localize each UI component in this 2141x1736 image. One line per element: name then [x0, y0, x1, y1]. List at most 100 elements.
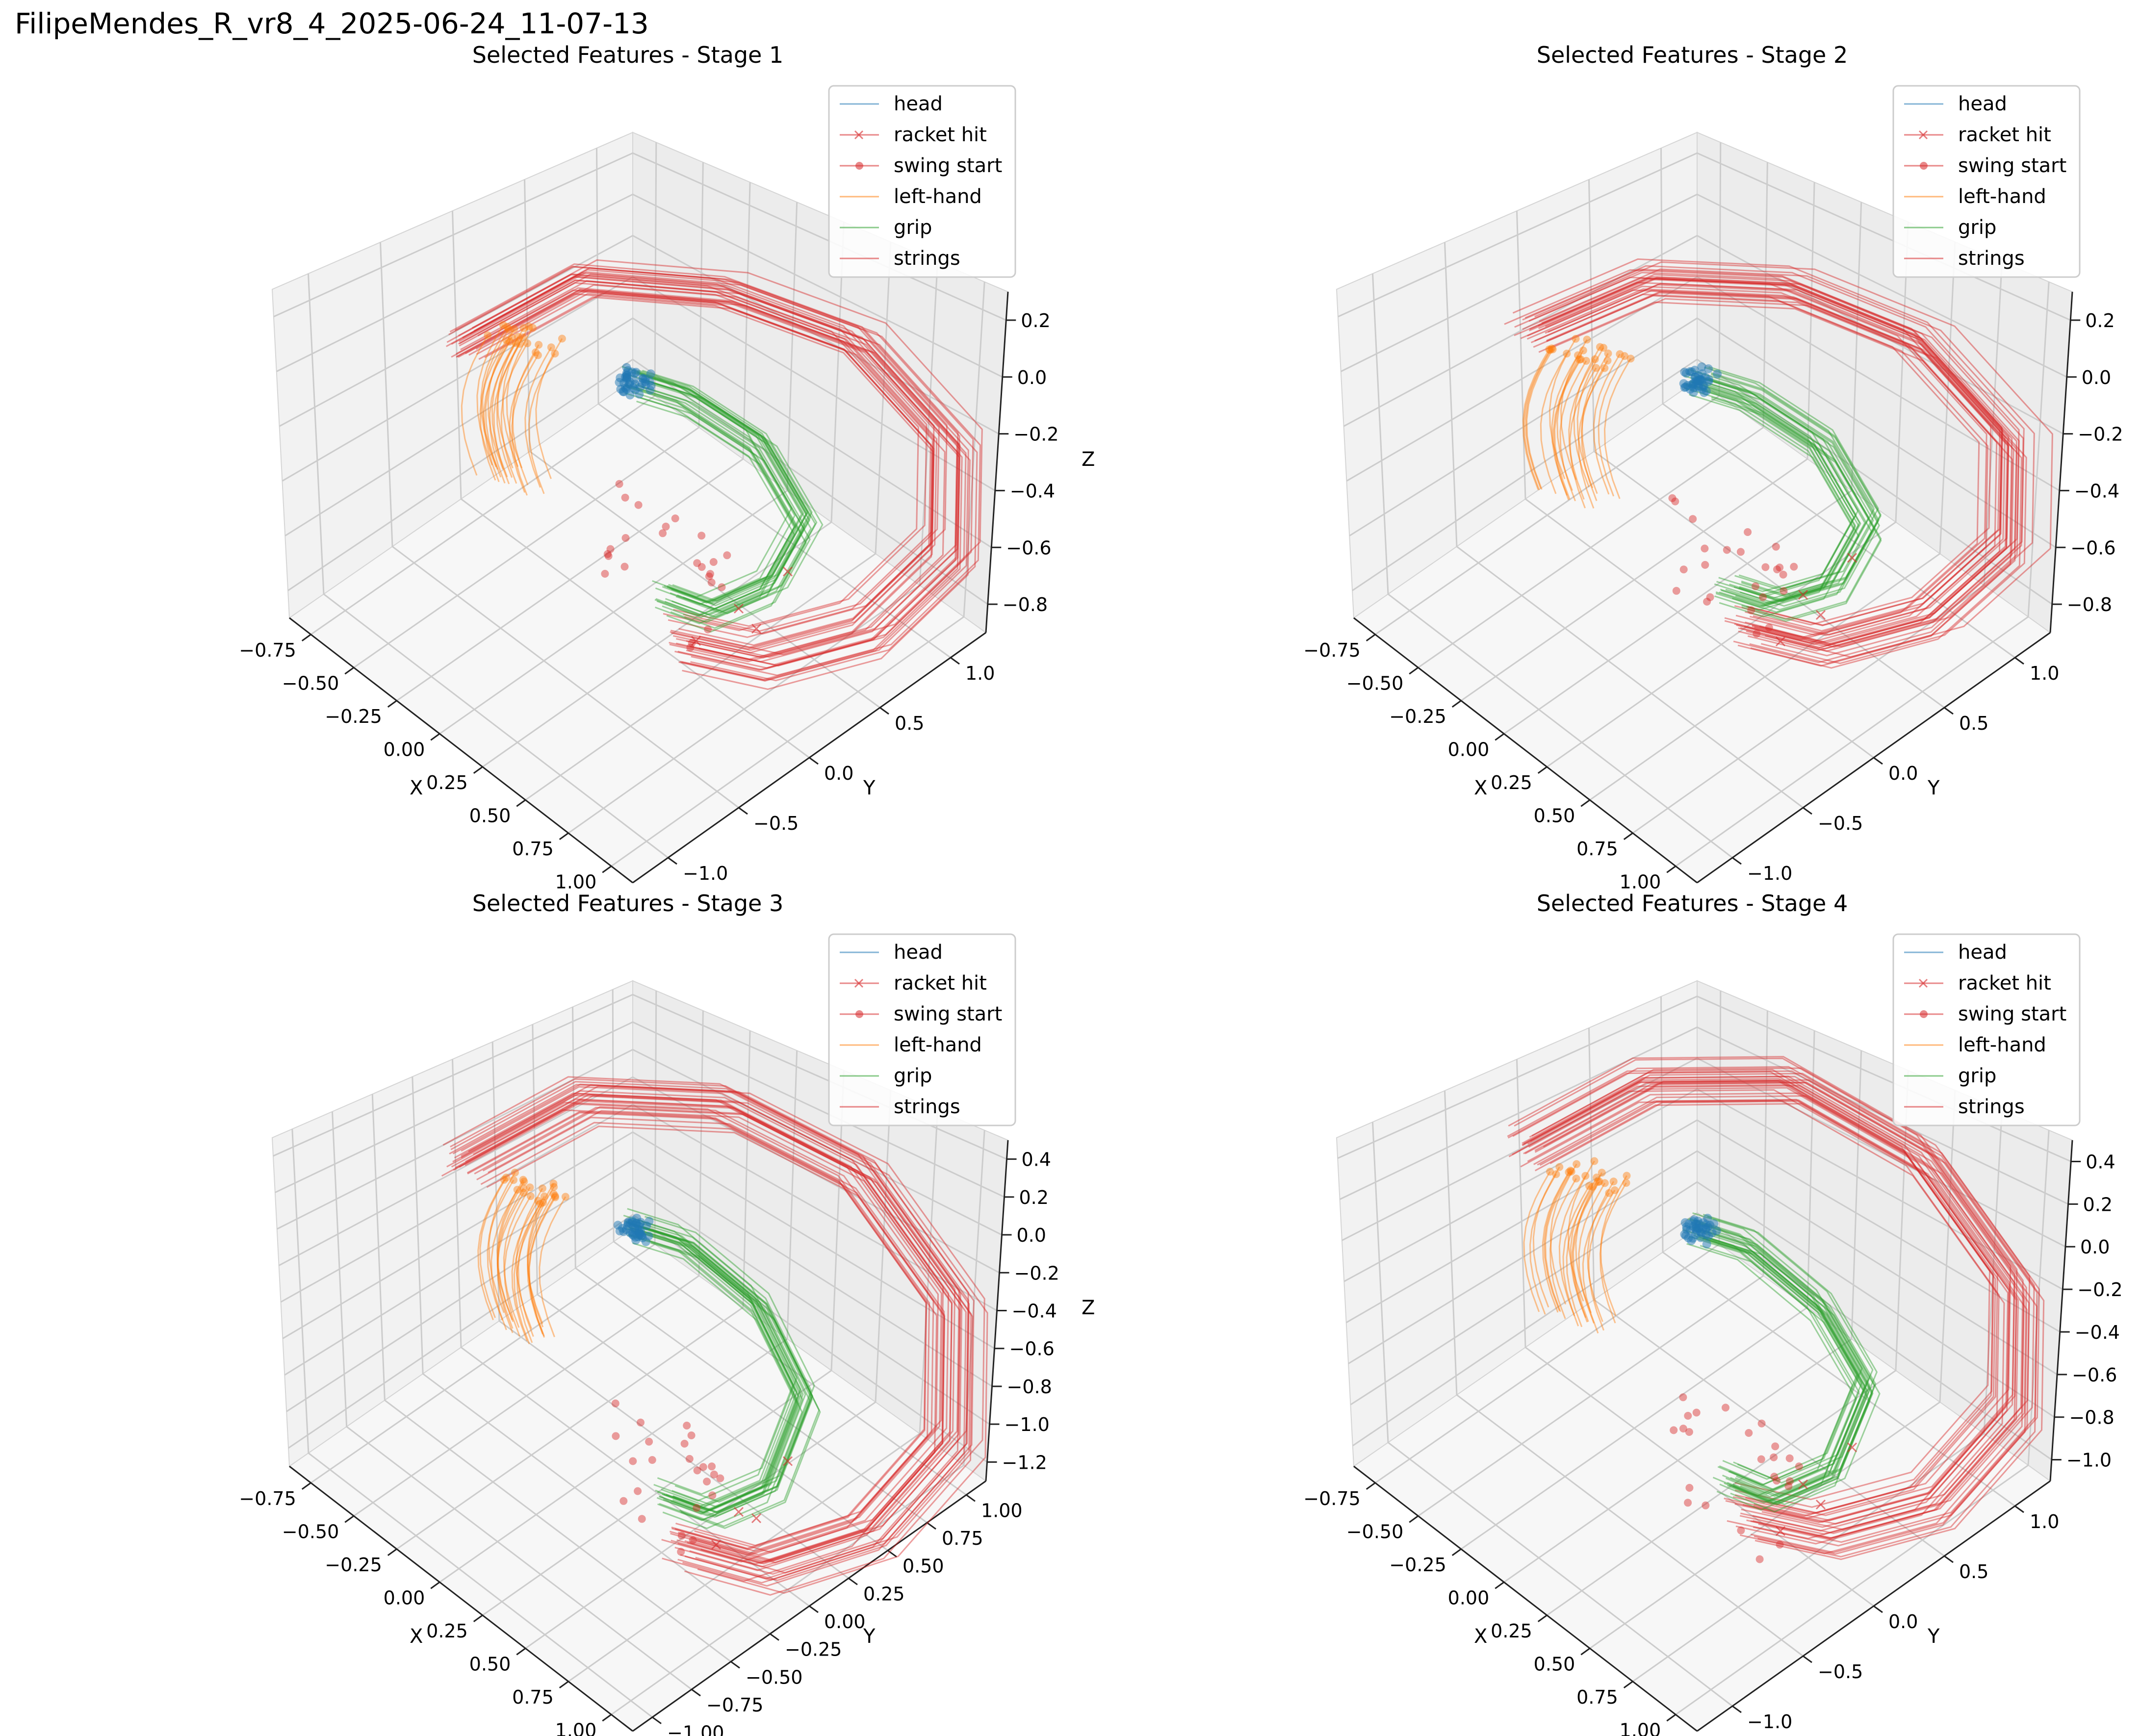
left-hand-trajectory — [1549, 1164, 1577, 1305]
grid-x-0 — [310, 991, 657, 1484]
grid-z-0 — [287, 358, 988, 605]
left-hand-trajectory — [493, 343, 521, 485]
head-point — [1707, 1228, 1717, 1238]
grid-x-7 — [1675, 281, 2050, 867]
y-tick — [809, 757, 819, 765]
legend: head racket hit swing start left-hand grip st… — [828, 933, 1016, 1126]
y-axis-label: Y — [863, 1625, 876, 1648]
y-tick — [668, 857, 677, 865]
left-hand-point — [536, 1200, 544, 1208]
strings-trajectory — [1530, 1078, 1991, 1501]
left-hand-point — [1622, 1179, 1630, 1187]
x-tick-label: −0.50 — [282, 1521, 339, 1542]
left-hand-trajectory — [490, 1189, 518, 1330]
swing-start-point — [1776, 1540, 1784, 1549]
racket-hit-marker — [733, 1506, 744, 1517]
left-hand-point — [1582, 357, 1590, 365]
legend-label: strings — [1958, 1096, 2025, 1118]
left-hand-point — [523, 339, 532, 348]
grip-trajectory — [1689, 1236, 1860, 1504]
left-hand-point — [519, 1189, 528, 1197]
grip-trajectory — [624, 384, 795, 617]
strings-trajectory — [1514, 277, 1987, 638]
y-tick-label: 0.0 — [824, 763, 853, 784]
grip-trajectory — [1704, 366, 1875, 590]
strings-trajectory — [1538, 276, 2004, 632]
swing-start-point — [723, 551, 731, 560]
strings-trajectory — [453, 1100, 974, 1596]
swing-start-point — [705, 572, 713, 581]
series-strings — [1504, 258, 2053, 669]
strings-trajectory — [1524, 1087, 2010, 1532]
grip-trajectory — [1702, 1238, 1873, 1506]
left-hand-point — [519, 1184, 528, 1193]
strings-trajectory — [1538, 301, 2013, 664]
left-hand-trajectory — [509, 352, 537, 493]
grip-trajectory — [634, 386, 805, 619]
swing-start-point — [699, 1463, 707, 1471]
swing-start-point — [709, 558, 718, 566]
strings-trajectory — [1508, 1056, 2018, 1523]
racket-hit-marker — [1775, 636, 1786, 647]
strings-trajectory — [1514, 1057, 2012, 1514]
head-point — [1680, 1230, 1689, 1239]
legend-label: racket hit — [1958, 972, 2051, 995]
strings-trajectory — [461, 1086, 944, 1546]
strings-trajectory — [461, 1090, 950, 1556]
grip-trajectory — [635, 383, 806, 616]
left-hand-point — [534, 351, 542, 359]
swing-start-point — [1773, 565, 1781, 574]
left-hand-point — [484, 331, 492, 339]
grip-trajectory — [1697, 1237, 1868, 1505]
x-tick-label: 0.50 — [469, 805, 511, 826]
y-axis-label: Y — [1927, 777, 1940, 799]
legend-marker — [1920, 162, 1928, 170]
head-point — [1697, 362, 1706, 371]
grid-y-2 — [1516, 1059, 1874, 1607]
left-hand-trajectory — [1544, 1170, 1572, 1311]
series-strings — [445, 259, 983, 690]
left-hand-point — [1572, 1174, 1580, 1183]
head-point — [646, 369, 655, 379]
grip-trajectory — [1686, 372, 1857, 596]
grid-y-3 — [491, 1042, 849, 1579]
strings-trajectory — [1533, 1095, 2038, 1557]
strings-trajectory — [451, 287, 971, 690]
head-point — [636, 383, 645, 392]
swing-start-point — [1784, 1482, 1793, 1490]
series-head — [1679, 362, 1722, 397]
x-tick-label: 0.75 — [512, 838, 554, 860]
strings-trajectory — [1534, 289, 2014, 657]
swing-start-point — [671, 514, 679, 523]
left-hand-point — [1605, 1189, 1613, 1197]
x-tick — [1366, 634, 1376, 641]
swing-start-point — [604, 552, 613, 560]
strings-trajectory — [468, 289, 958, 669]
z-tick-label: −0.8 — [2067, 594, 2112, 615]
swing-start-point — [603, 550, 612, 558]
left-hand-point — [1552, 1170, 1560, 1178]
legend-label: grip — [1958, 216, 1996, 239]
grid-x-1 — [353, 162, 704, 668]
strings-trajectory — [1549, 1100, 2009, 1521]
legend-label: swing start — [1958, 1003, 2066, 1025]
x-tick-label: 0.50 — [1534, 805, 1575, 826]
left-hand-trajectory — [1548, 338, 1576, 480]
left-hand-trajectory — [1566, 1186, 1594, 1328]
swing-start-point — [1744, 528, 1752, 536]
head-point — [1691, 372, 1700, 382]
x-tick — [602, 1714, 612, 1722]
grid-y-1 — [1588, 179, 1945, 709]
swing-start-point — [1701, 544, 1709, 553]
grid-x-7 — [611, 1130, 985, 1715]
swing-start-point — [1757, 1455, 1765, 1463]
left-hand-trajectory — [1593, 354, 1621, 495]
grid-y-4 — [452, 1059, 810, 1607]
grip-trajectory — [624, 1220, 796, 1507]
strings-trajectory — [1534, 1081, 2038, 1543]
head-point — [625, 390, 635, 400]
grid-y-1 — [524, 179, 880, 709]
x-tick — [1409, 1515, 1419, 1523]
swing-start-point — [1668, 494, 1677, 502]
x-tick-label: 0.75 — [1576, 1686, 1618, 1708]
